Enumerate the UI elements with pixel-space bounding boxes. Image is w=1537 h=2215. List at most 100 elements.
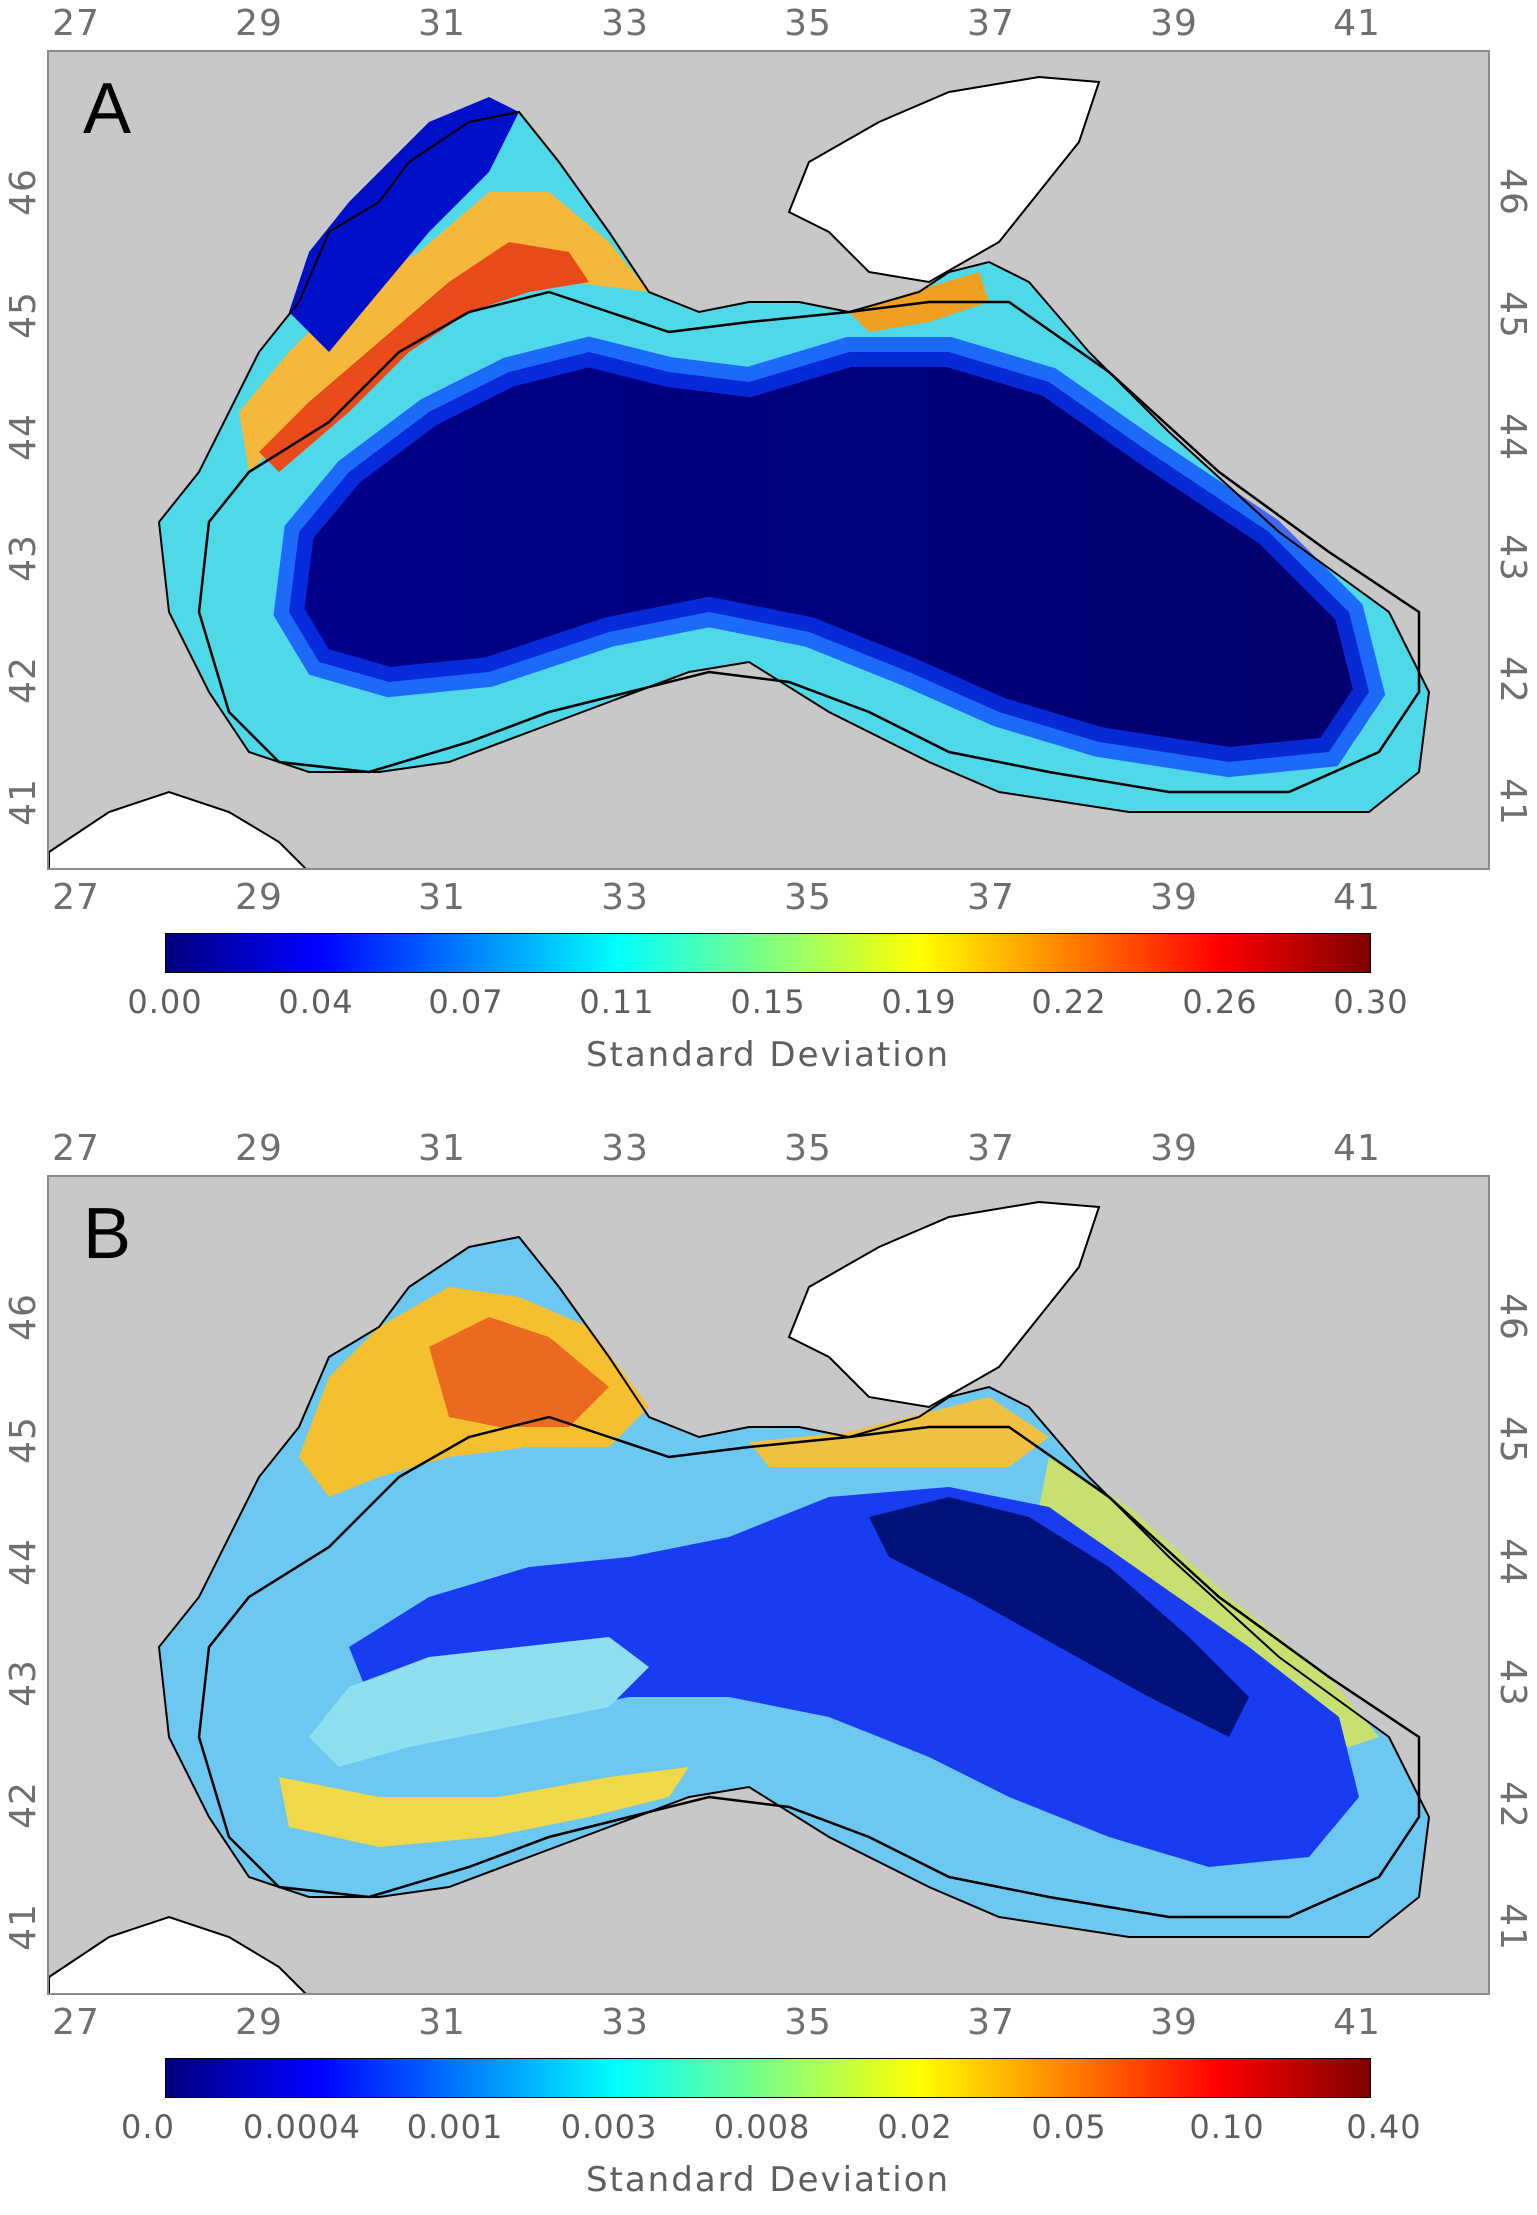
isobath-200m xyxy=(197,1415,1421,1919)
colorbar-tick: 0.07 xyxy=(428,983,504,1021)
lon-tick-top: 37 xyxy=(967,3,1015,44)
colorbar-tick: 0.15 xyxy=(730,983,806,1021)
lat-tick-right: 43 xyxy=(1492,1659,1533,1707)
lon-tick-bottom: 29 xyxy=(235,877,283,918)
lat-tick-right: 43 xyxy=(1492,534,1533,582)
lon-tick-bottom: 29 xyxy=(235,2002,283,2043)
panel-b: B 27 29 31 33 35 37 39 41 27 29 31 33 35… xyxy=(0,1125,1537,2215)
lon-tick-top: 31 xyxy=(418,3,466,44)
lat-tick-left: 41 xyxy=(3,778,44,826)
lon-tick-top: 39 xyxy=(1150,3,1198,44)
lat-tick-right: 42 xyxy=(1492,1781,1533,1829)
colorbar-tick: 0.22 xyxy=(1031,983,1107,1021)
lat-tick-right: 45 xyxy=(1492,1416,1533,1464)
lat-tick-left: 42 xyxy=(3,1781,44,1829)
lon-tick-bottom: 27 xyxy=(52,2002,100,2043)
east-band xyxy=(1039,1457,1379,1747)
colorbar-tick: 0.26 xyxy=(1182,983,1258,1021)
lon-tick-top: 35 xyxy=(784,1128,832,1169)
lon-tick-bottom: 33 xyxy=(601,2002,649,2043)
black-sea-map xyxy=(49,1200,1431,1993)
colorbar-tick: 0.30 xyxy=(1333,983,1409,1021)
lat-tick-left: 42 xyxy=(3,656,44,704)
deep-basin xyxy=(289,352,1369,762)
lat-tick-right: 44 xyxy=(1492,1538,1533,1586)
lon-tick-top: 29 xyxy=(235,1128,283,1169)
map-frame xyxy=(47,1175,1490,1995)
colorbar-label: Standard Deviation xyxy=(585,2160,951,2200)
colorbar-tick: 0.05 xyxy=(1031,2108,1107,2146)
lon-tick-top: 33 xyxy=(601,1128,649,1169)
marmara-sea xyxy=(49,790,307,868)
lat-tick-right: 46 xyxy=(1492,168,1533,216)
lat-tick-left: 44 xyxy=(3,1538,44,1586)
lat-tick-left: 46 xyxy=(3,168,44,216)
sea-of-azov xyxy=(787,1200,1101,1409)
colorbar-tick: 0.19 xyxy=(881,983,957,1021)
lon-tick-bottom: 39 xyxy=(1150,2002,1198,2043)
west-gyre xyxy=(309,1637,649,1767)
lat-tick-left: 45 xyxy=(3,291,44,339)
south-ribbon xyxy=(279,1767,689,1847)
lat-tick-left: 41 xyxy=(3,1903,44,1951)
colorbar-tick: 0.001 xyxy=(406,2108,504,2146)
colorbar-tick: 0.0 xyxy=(121,2108,175,2146)
lat-tick-left: 45 xyxy=(3,1416,44,1464)
colorbar-label: Standard Deviation xyxy=(585,1035,951,1075)
interior-dark xyxy=(869,1497,1249,1737)
colorbar-tick: 0.10 xyxy=(1189,2108,1265,2146)
colorbar-tick: 0.0004 xyxy=(243,2108,361,2146)
panel-letter: A xyxy=(83,69,132,149)
lon-tick-top: 39 xyxy=(1150,1128,1198,1169)
basin-ring xyxy=(273,336,1386,778)
lat-tick-right: 41 xyxy=(1492,778,1533,826)
colorbar-tick: 0.00 xyxy=(127,983,203,1021)
lat-tick-right: 42 xyxy=(1492,656,1533,704)
colorbar-tick: 0.003 xyxy=(560,2108,658,2146)
lon-tick-top: 31 xyxy=(418,1128,466,1169)
coastline xyxy=(157,110,1431,813)
colorbar-tick: 0.40 xyxy=(1346,2108,1422,2146)
lon-tick-top: 27 xyxy=(52,3,100,44)
lon-tick-bottom: 31 xyxy=(418,2002,466,2043)
lon-tick-top: 29 xyxy=(235,3,283,44)
lon-tick-top: 27 xyxy=(52,1128,100,1169)
lat-tick-left: 46 xyxy=(3,1293,44,1341)
map-frame xyxy=(47,50,1490,870)
nw-shelf-peak xyxy=(429,1317,609,1427)
sea-of-azov xyxy=(787,75,1101,284)
lon-tick-bottom: 41 xyxy=(1333,2002,1381,2043)
lon-tick-top: 35 xyxy=(784,3,832,44)
colorbar-tick: 0.04 xyxy=(278,983,354,1021)
lon-tick-top: 37 xyxy=(967,1128,1015,1169)
coastline xyxy=(157,1235,1431,1938)
lat-tick-left: 44 xyxy=(3,413,44,461)
colorbar xyxy=(165,2058,1371,2098)
nw-shelf-blue xyxy=(289,97,519,352)
shelf-peak xyxy=(259,242,589,472)
lon-tick-bottom: 33 xyxy=(601,877,649,918)
lon-tick-bottom: 37 xyxy=(967,2002,1015,2043)
panel-a: A 27 29 31 33 35 37 39 41 27 29 31 33 35… xyxy=(0,0,1537,1090)
lon-tick-bottom: 41 xyxy=(1333,877,1381,918)
lat-tick-right: 45 xyxy=(1492,291,1533,339)
lat-tick-left: 43 xyxy=(3,1659,44,1707)
lon-tick-top: 33 xyxy=(601,3,649,44)
colorbar xyxy=(165,933,1371,973)
lon-tick-bottom: 31 xyxy=(418,877,466,918)
lat-tick-left: 43 xyxy=(3,534,44,582)
marmara-sea xyxy=(49,1915,307,1993)
lon-tick-top: 41 xyxy=(1333,1128,1381,1169)
colorbar-tick: 0.008 xyxy=(713,2108,811,2146)
lon-tick-bottom: 39 xyxy=(1150,877,1198,918)
colorbar-tick: 0.02 xyxy=(877,2108,953,2146)
lon-tick-bottom: 27 xyxy=(52,877,100,918)
lon-tick-bottom: 35 xyxy=(784,877,832,918)
lat-tick-right: 41 xyxy=(1492,1903,1533,1951)
colorbar-tick: 0.11 xyxy=(579,983,655,1021)
lon-tick-top: 41 xyxy=(1333,3,1381,44)
isobath-200m xyxy=(197,290,1421,794)
lat-tick-right: 46 xyxy=(1492,1293,1533,1341)
black-sea-map xyxy=(49,75,1431,868)
lat-tick-right: 44 xyxy=(1492,413,1533,461)
